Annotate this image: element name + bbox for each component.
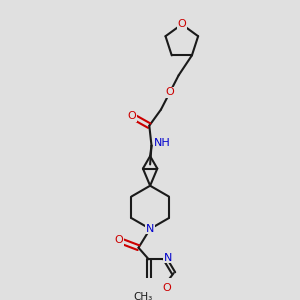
Text: O: O [114, 235, 123, 245]
Text: O: O [177, 20, 186, 29]
Text: O: O [162, 283, 171, 293]
Text: CH₃: CH₃ [134, 292, 153, 300]
Text: O: O [127, 111, 136, 121]
Text: N: N [164, 253, 172, 263]
Text: N: N [146, 224, 154, 234]
Text: O: O [165, 88, 174, 98]
Text: NH: NH [154, 138, 171, 148]
